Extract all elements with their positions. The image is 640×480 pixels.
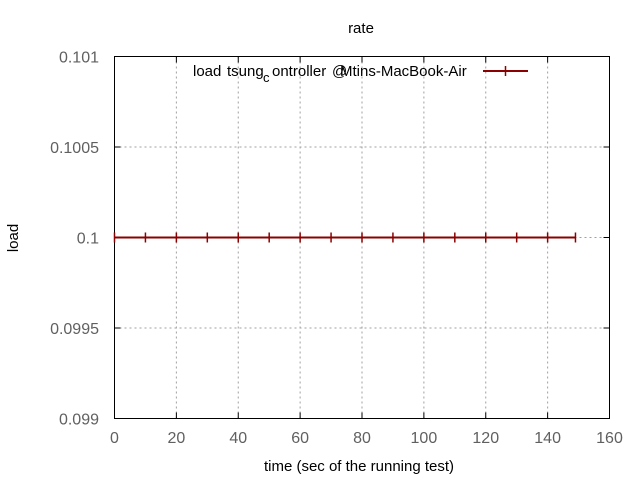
x-tick-label: 100: [411, 430, 438, 447]
y-tick-label: 0.0995: [50, 321, 99, 338]
x-tick-label: 160: [596, 430, 623, 447]
legend: load tsungc ontroller @Mtins-MacBook-Air: [193, 63, 528, 85]
y-tick-label: 0.1: [77, 231, 99, 248]
chart-title: rate: [348, 20, 374, 37]
x-tick-label: 60: [291, 430, 309, 447]
legend-label-subscript: c: [263, 70, 270, 85]
x-tick-label: 80: [353, 430, 371, 447]
x-axis-title: time (sec of the running test): [264, 458, 454, 475]
y-tick-label: 0.101: [59, 50, 99, 67]
x-tick-label: 0: [110, 430, 119, 447]
y-axis-title: load: [5, 224, 22, 252]
series-layer: [113, 232, 577, 243]
legend-label-part: load: [193, 63, 226, 80]
legend-label-part: tsung: [227, 63, 264, 80]
y-tick-label: 0.1005: [50, 140, 99, 157]
x-tick-label: 140: [534, 430, 561, 447]
tick-label-layer: 0 20 40 60 80 100 120 140 160 0.099 0.0995 0.1 0.100…: [50, 50, 623, 448]
x-tick-label: 20: [167, 430, 185, 447]
legend-label-part: @: [332, 63, 347, 80]
x-tick-label: 40: [229, 430, 247, 447]
legend-label-part: ontroller: [272, 63, 326, 80]
legend-label: load tsungc ontroller @Mtins-MacBook-Air: [193, 63, 467, 85]
x-tick-label: 120: [472, 430, 499, 447]
legend-label-part: Mtins-MacBook-Air: [340, 63, 467, 80]
y-tick-label: 0.099: [59, 412, 99, 429]
